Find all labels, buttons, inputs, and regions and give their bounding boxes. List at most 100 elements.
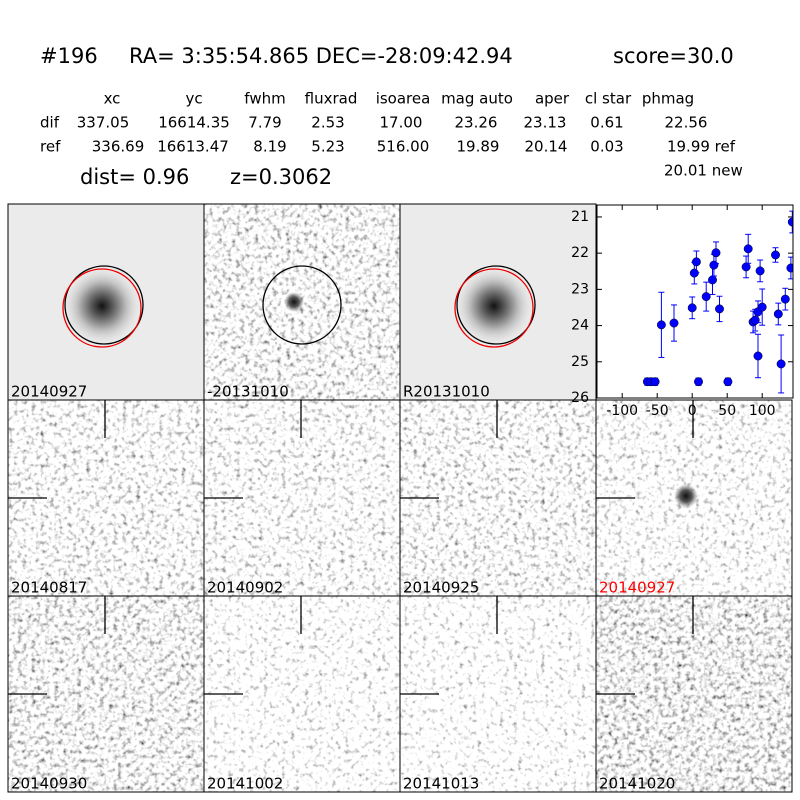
row-label: dif xyxy=(40,114,60,132)
point xyxy=(753,351,763,361)
stamp: 20141020 xyxy=(595,595,793,793)
column-header: mag auto xyxy=(441,90,513,108)
stamp-label: 20140930 xyxy=(11,775,87,793)
stamp: 20140927 xyxy=(595,399,793,597)
source xyxy=(674,484,698,508)
cell: 0.03 xyxy=(590,138,623,156)
point xyxy=(776,359,786,369)
cell: 16614.35 xyxy=(158,114,230,132)
dist: dist= 0.96 xyxy=(80,165,189,189)
point xyxy=(701,292,711,302)
source xyxy=(62,266,142,346)
column-header: yc xyxy=(185,90,202,108)
stamp-label: 20140925 xyxy=(403,579,479,597)
point xyxy=(708,275,717,285)
stamp-label: 20140927 xyxy=(599,579,675,597)
cell: 2.53 xyxy=(311,114,344,132)
stamp: 20140817 xyxy=(7,399,205,597)
y-tick-label: 22 xyxy=(571,245,589,261)
stamp: -20131010 xyxy=(203,203,401,401)
point xyxy=(709,260,719,270)
cell: 5.23 xyxy=(311,138,344,156)
cell: 23.26 xyxy=(455,114,498,132)
x-tick-label: 100 xyxy=(749,403,776,419)
cell: 23.13 xyxy=(524,114,567,132)
column-header: fluxrad xyxy=(305,90,358,108)
cell: 16613.47 xyxy=(157,138,229,156)
stamp-label: 20141002 xyxy=(207,775,283,793)
stamp: 20140930 xyxy=(7,595,205,793)
x-tick-label: 0 xyxy=(688,403,697,419)
ref-circle xyxy=(456,265,536,345)
cell: 22.56 xyxy=(665,114,708,132)
cell: 19.99 ref xyxy=(667,138,736,156)
source xyxy=(454,266,534,346)
point xyxy=(741,262,751,272)
point xyxy=(771,250,780,260)
point xyxy=(669,318,679,328)
y-tick-label: 23 xyxy=(571,281,589,297)
point xyxy=(773,309,783,319)
stamp: 20140902 xyxy=(203,399,401,597)
cell: 516.00 xyxy=(377,138,430,156)
column-header: isoarea xyxy=(376,90,431,108)
point xyxy=(755,266,765,276)
stamp-label: 20140817 xyxy=(11,579,87,597)
column-header: xc xyxy=(104,90,121,108)
x-tick-label: -100 xyxy=(606,403,638,419)
cell: 337.05 xyxy=(77,114,130,132)
point xyxy=(723,377,733,387)
stamp-label: 20140927 xyxy=(11,383,87,401)
x-tick-label: -50 xyxy=(646,403,669,419)
ref-circle xyxy=(64,265,144,345)
stamp: 20140925 xyxy=(399,399,597,597)
stamp-label: R20131010 xyxy=(403,383,490,401)
score: score=30.0 xyxy=(613,44,734,68)
redshift: z=0.3062 xyxy=(230,165,332,189)
point xyxy=(743,244,753,254)
new-mag: 20.01 new xyxy=(664,162,743,180)
cell: 19.89 xyxy=(457,138,500,156)
point xyxy=(687,303,697,313)
y-tick-label: 25 xyxy=(571,354,589,370)
candidate-id: #196 xyxy=(40,44,98,68)
coordinates: RA= 3:35:54.865 DEC=-28:09:42.94 xyxy=(129,44,513,68)
stamp-label: 20141020 xyxy=(599,775,675,793)
ref-circle xyxy=(262,265,342,345)
point xyxy=(694,377,703,387)
stamp: 20141002 xyxy=(203,595,401,793)
cell: 336.69 xyxy=(92,138,145,156)
point xyxy=(656,320,666,330)
stamp-label: -20131010 xyxy=(207,383,289,401)
axes-frame xyxy=(596,204,794,399)
cell: 7.79 xyxy=(248,114,281,132)
y-tick-label: 24 xyxy=(571,318,589,334)
stamp-label: 20141013 xyxy=(403,775,479,793)
plot-area xyxy=(597,205,793,398)
stamp: 20140927 xyxy=(7,203,205,401)
cell: 0.61 xyxy=(590,114,623,132)
point xyxy=(757,302,767,312)
source xyxy=(284,292,304,312)
cell: 8.19 xyxy=(253,138,286,156)
x-tick-label: 50 xyxy=(718,403,736,419)
column-header: phmag xyxy=(642,90,694,108)
point xyxy=(780,294,790,304)
column-header: cl star xyxy=(585,90,632,108)
point xyxy=(787,217,793,227)
point xyxy=(786,263,793,273)
stamp-label: 20140902 xyxy=(207,579,283,597)
cell: 17.00 xyxy=(380,114,423,132)
point xyxy=(650,377,660,387)
y-tick-label: 21 xyxy=(571,209,589,225)
row-label: ref xyxy=(40,138,61,156)
stamp: 20141013 xyxy=(399,595,597,793)
column-header: aper xyxy=(535,90,570,108)
stamp: R20131010 xyxy=(399,203,597,401)
point xyxy=(711,248,721,258)
series xyxy=(642,210,793,394)
cell: 20.14 xyxy=(525,138,568,156)
y-tick-label: 26 xyxy=(571,390,589,406)
